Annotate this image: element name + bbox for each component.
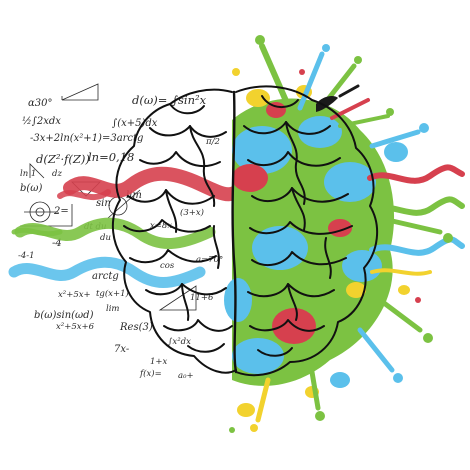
formula: (3+x)	[180, 207, 204, 218]
formula: ln 1	[20, 169, 36, 179]
formula: -4-1	[18, 251, 35, 261]
formula: tg(x+1)	[96, 288, 129, 299]
formula: α30°	[28, 98, 52, 109]
formula: arctg	[92, 271, 119, 282]
formula: cos	[160, 261, 175, 271]
formula: lim	[106, 304, 120, 314]
formula: 11+6	[190, 293, 214, 303]
paint-droplets	[229, 35, 453, 433]
formula: x²+5x+	[58, 290, 91, 300]
formula: x²+5x+6	[56, 322, 95, 332]
formula: f(x)=	[139, 368, 162, 379]
formula: π/2	[205, 137, 220, 147]
formula: b(ω)sin(ωd)	[34, 310, 94, 321]
formula: b(ω)	[20, 183, 42, 194]
formula: a₀+	[178, 371, 194, 381]
formula: d(ω)=	[132, 93, 167, 107]
right-streams	[367, 164, 465, 276]
formula: ∫(x+5)dx	[112, 118, 158, 129]
geometry-sketches	[20, 83, 197, 311]
formula: ½∫2xdx	[22, 116, 61, 127]
formula: x=8x	[150, 221, 172, 231]
formula: d(Z²·f(Z))	[36, 152, 90, 166]
formula: 7x-	[114, 344, 130, 355]
formula: 2=	[53, 206, 69, 217]
formula: dz	[52, 169, 62, 179]
formula: -3x+2ln(x²+1)=3arctg	[30, 133, 143, 144]
wavy-streams	[8, 166, 257, 288]
formula: du	[100, 233, 111, 243]
formula: Res(3)	[119, 322, 153, 333]
brain-outline	[111, 85, 379, 377]
formula: sin	[96, 198, 111, 209]
splatter-rays	[255, 43, 443, 423]
formula: -4	[52, 238, 62, 249]
formula: 1+x	[150, 357, 168, 367]
paint-splash-area	[224, 35, 465, 433]
formula: ∫x²dx	[168, 337, 191, 347]
black-splash	[316, 96, 338, 112]
